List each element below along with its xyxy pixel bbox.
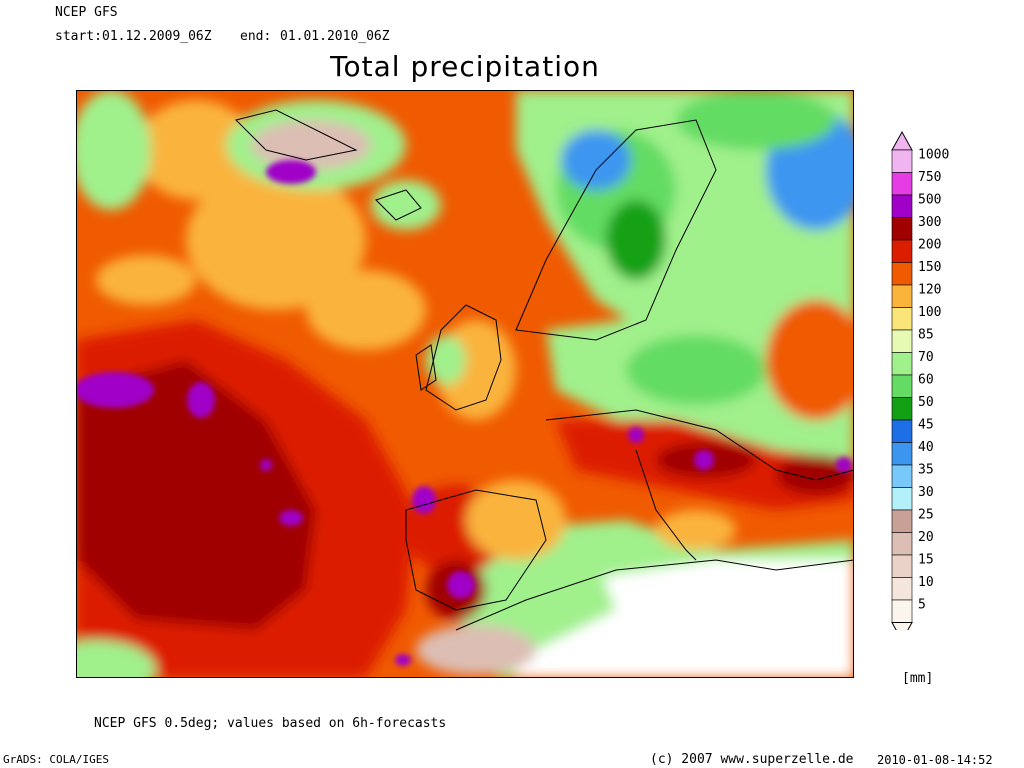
- end-label: end:: [240, 29, 272, 44]
- legend-label: 50: [918, 395, 934, 410]
- legend-swatch: [891, 487, 913, 511]
- legend-label: 10: [918, 575, 934, 590]
- chart-title: Total precipitation: [330, 50, 600, 83]
- legend-label: 500: [918, 193, 941, 208]
- legend-swatch: [891, 149, 913, 173]
- legend-unit: [mm]: [902, 671, 934, 686]
- legend-label: 120: [918, 283, 941, 298]
- legend-label: 60: [918, 373, 934, 388]
- legend-swatch: [891, 239, 913, 263]
- legend-label: 40: [918, 440, 934, 455]
- legend-labels: 1000 750 500 300 200 150 120 100 85 70 60 50 45 40 35 3…: [918, 148, 949, 613]
- legend-label: 70: [918, 350, 934, 365]
- legend-swatch: [891, 374, 913, 398]
- legend-label: 150: [918, 260, 941, 275]
- legend-swatch: [891, 397, 913, 421]
- timestamp: 2010-01-08-14:52: [877, 753, 993, 767]
- legend-swatch: [891, 509, 913, 533]
- legend-swatch: [891, 442, 913, 466]
- legend-swatch: [891, 329, 913, 353]
- legend-label: 20: [918, 530, 934, 545]
- legend-label: 30: [918, 485, 934, 500]
- legend-swatch: [891, 172, 913, 196]
- legend-swatch: [891, 262, 913, 286]
- start-value: 01.12.2009_06Z: [102, 29, 212, 44]
- legend-swatch: [891, 194, 913, 218]
- legend-swatches: [891, 130, 913, 630]
- legend-swatch: [891, 217, 913, 241]
- legend-label: 35: [918, 463, 934, 478]
- legend-label: 5: [918, 598, 926, 613]
- legend-swatch: [891, 599, 913, 623]
- legend-swatch: [891, 307, 913, 331]
- start-label: start:: [55, 29, 102, 44]
- grads-credit: GrADS: COLA/IGES: [3, 753, 109, 766]
- legend-swatch: [891, 577, 913, 601]
- precipitation-field: [76, 90, 854, 678]
- legend-label: 300: [918, 215, 941, 230]
- legend-label: 85: [918, 328, 934, 343]
- copyright: (c) 2007 www.superzelle.de: [650, 752, 854, 767]
- coastlines: [235, 109, 854, 631]
- color-legend: 1000 750 500 300 200 150 120 100 85 70 60 50 45 40 35 3…: [891, 130, 949, 630]
- legend-arrow-bottom: [891, 622, 913, 630]
- legend-swatch: [891, 464, 913, 488]
- legend-label: 1000: [918, 148, 949, 163]
- legend-label: 15: [918, 553, 934, 568]
- legend-label: 25: [918, 508, 934, 523]
- legend-swatch: [891, 352, 913, 376]
- end-value: 01.01.2010_06Z: [280, 29, 390, 44]
- legend-swatch: [891, 284, 913, 308]
- model-name: NCEP GFS: [55, 5, 118, 20]
- legend-label: 45: [918, 418, 934, 433]
- legend-arrow-top: [891, 130, 913, 151]
- legend-swatch: [891, 419, 913, 443]
- legend-label: 750: [918, 170, 941, 185]
- legend-label: 100: [918, 305, 941, 320]
- footnote: NCEP GFS 0.5deg; values based on 6h-fore…: [94, 716, 447, 731]
- legend-swatch: [891, 532, 913, 556]
- legend-swatch: [891, 554, 913, 578]
- precipitation-map: [76, 90, 854, 678]
- legend-label: 200: [918, 238, 941, 253]
